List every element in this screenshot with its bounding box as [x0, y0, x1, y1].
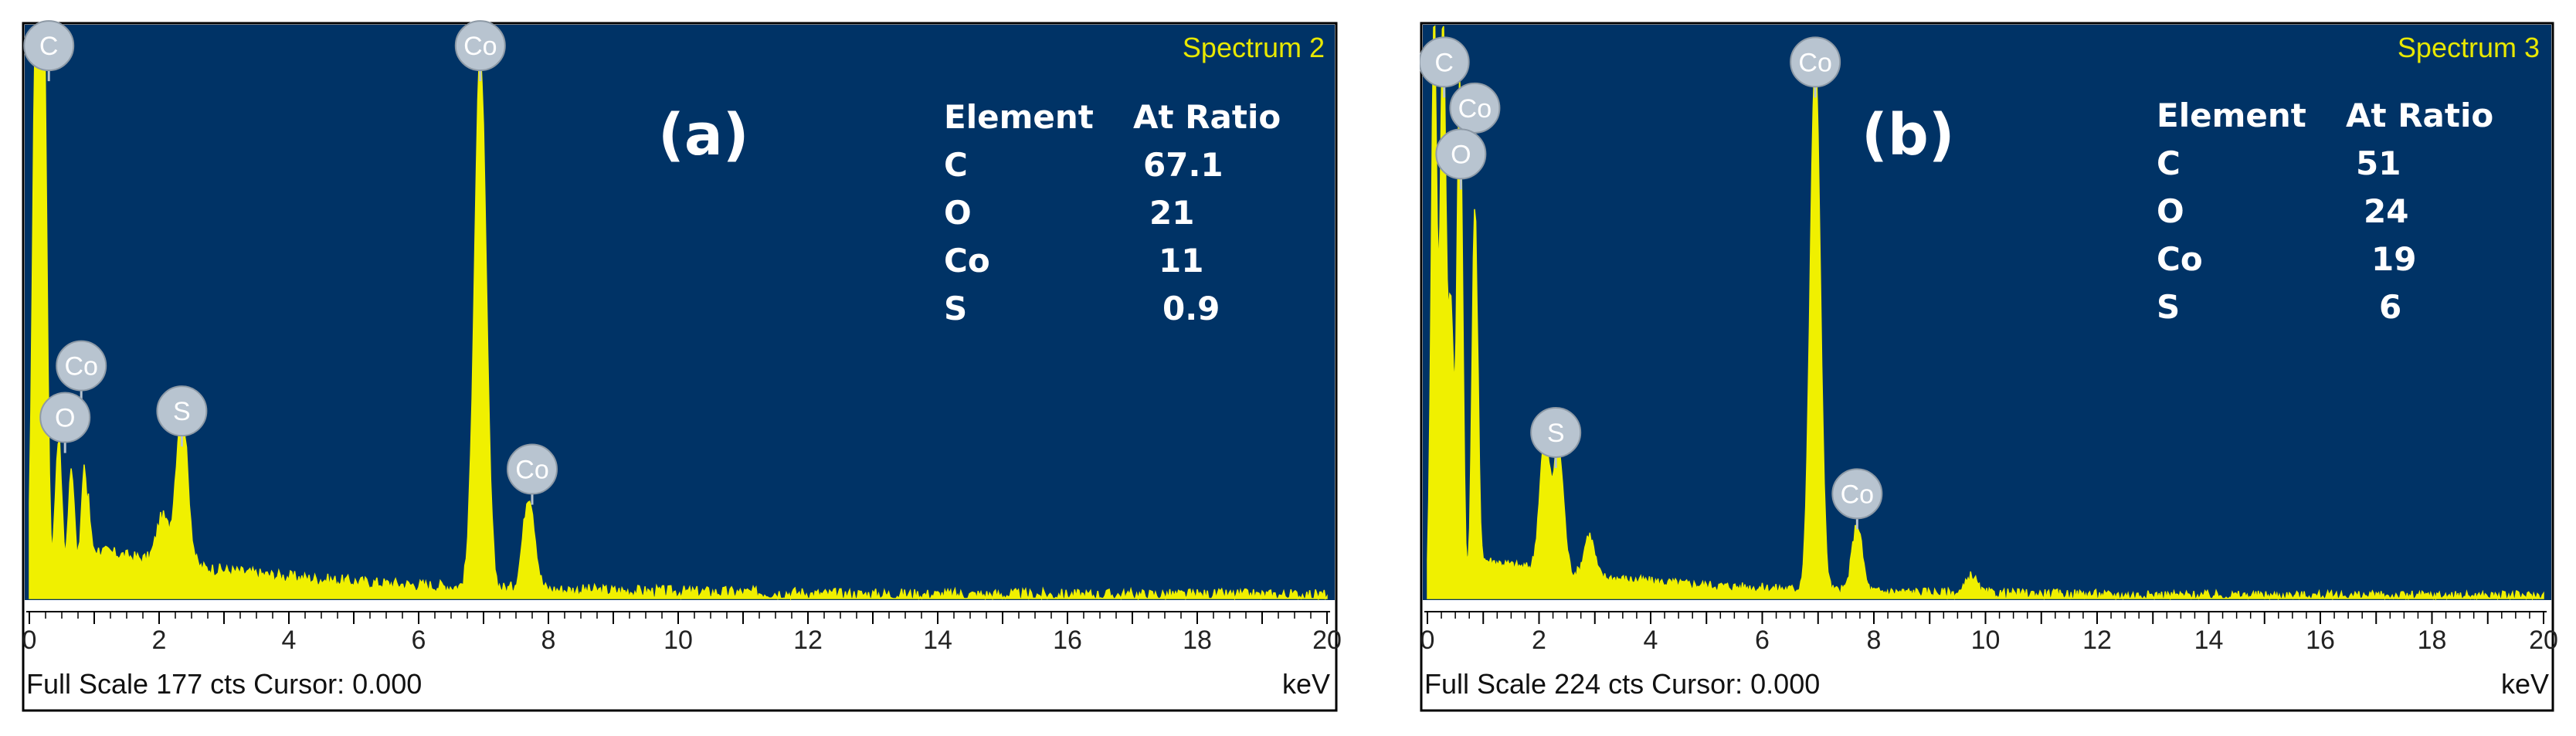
peak-markers: C Co O S Co Co [23, 20, 558, 505]
table-ratio: 19 [2371, 240, 2416, 278]
table-header-element: Element [944, 98, 1094, 136]
peak-label: Co [1458, 94, 1492, 124]
x-tick-label: 16 [2306, 626, 2335, 655]
x-tick-label: 12 [793, 626, 823, 655]
x-tick-label: 8 [541, 626, 556, 655]
spectrum-area [29, 25, 1328, 601]
table-element: Co [2157, 240, 2203, 278]
x-tick-label: 10 [664, 626, 693, 655]
table-element: S [2157, 288, 2180, 326]
table-ratio: 21 [1149, 194, 1194, 232]
peak-marker: Co [507, 443, 558, 505]
peak-marker: Co [56, 340, 107, 402]
table-ratio: 6 [2379, 288, 2401, 326]
table-element: C [944, 146, 968, 184]
peak-marker: S [1530, 406, 1582, 468]
peak-marker: Co [1790, 36, 1841, 98]
table-ratio: 0.9 [1162, 290, 1220, 327]
spectrum-area [1427, 25, 2544, 601]
element-table: Element At Ratio C 67.1 O 21 Co 11 S 0.9 [944, 98, 1281, 327]
peak-label: Co [64, 352, 97, 382]
x-axis: 0 2 4 6 8 10 12 14 16 18 20 [22, 611, 1342, 655]
x-axis: 0 2 4 6 8 10 12 14 16 18 20 [1420, 611, 2558, 655]
table-element: C [2157, 144, 2181, 182]
x-tick-label: 0 [1420, 626, 1435, 655]
table-element: O [944, 194, 972, 232]
panel-label: (b) [1862, 102, 1955, 168]
peak-marker: Co [454, 20, 506, 82]
x-tick-label: 20 [1312, 626, 1342, 655]
table-element: S [944, 290, 967, 327]
x-tick-label: 2 [152, 626, 167, 655]
peak-label: S [173, 397, 191, 426]
x-tick-label: 18 [2418, 626, 2447, 655]
spectrum-panel-a: C Co O S Co Co 0 2 4 6 8 10 12 14 16 18 20 Spectrum 2 (… [22, 20, 1342, 712]
table-element: Co [944, 242, 990, 280]
table-header-ratio: At Ratio [1133, 98, 1281, 136]
table-ratio: 51 [2356, 144, 2401, 182]
table-header-ratio: At Ratio [2346, 97, 2493, 134]
x-tick-label: 20 [2529, 626, 2558, 655]
x-tick-label: 14 [2194, 626, 2224, 655]
spectrum-label: Spectrum 3 [2398, 32, 2540, 63]
spectrum-chart-a: C Co O S Co Co 0 2 4 6 8 10 12 14 16 18 20 Spectrum 2 (… [22, 20, 1342, 712]
peak-marker: O [39, 392, 91, 453]
spectrum-trace [1427, 25, 2544, 601]
spectrum-panel-b: C Co O S Co Co 0 2 4 6 8 10 12 14 16 18 20 Spectrum 3 (… [1420, 0, 2576, 736]
x-tick-label: 6 [1755, 626, 1770, 655]
table-ratio: 11 [1159, 242, 1203, 280]
peak-label: C [1434, 48, 1454, 77]
x-tick-label: 12 [2082, 626, 2112, 655]
table-ratio: 67.1 [1143, 146, 1224, 184]
element-table: Element At Ratio C 51 O 24 Co 19 S 6 [2157, 97, 2493, 326]
peak-label: O [55, 404, 75, 433]
plot-background [25, 25, 1335, 600]
table-ratio: 24 [2364, 192, 2408, 230]
panel-label: (a) [658, 102, 749, 168]
peak-marker: S [156, 385, 208, 447]
plot-background [1423, 25, 2551, 600]
x-tick-label: 10 [1971, 626, 2001, 655]
x-tick-label: 6 [412, 626, 426, 655]
peak-label: Co [463, 32, 497, 61]
peak-label: O [1451, 140, 1471, 169]
table-element: O [2157, 192, 2184, 230]
x-axis-unit: keV [2501, 668, 2549, 700]
spectrum-label: Spectrum 2 [1183, 32, 1325, 63]
peak-marker: C [23, 20, 75, 82]
peak-marker: Co [1449, 82, 1501, 144]
x-tick-label: 18 [1183, 626, 1212, 655]
x-tick-label: 14 [923, 626, 952, 655]
peak-label: Co [1841, 480, 1874, 509]
peak-marker: C [1420, 36, 1470, 98]
footer-status: Full Scale 224 cts Cursor: 0.000 [1424, 668, 1820, 700]
peak-label: S [1547, 419, 1565, 448]
peak-label: C [39, 32, 59, 61]
peak-label: Co [1798, 48, 1831, 77]
x-tick-label: 2 [1532, 626, 1546, 655]
x-axis-unit: keV [1282, 668, 1330, 700]
x-tick-label: 0 [22, 626, 37, 655]
x-tick-label: 4 [1644, 626, 1658, 655]
peak-marker: Co [1831, 468, 1883, 530]
peak-label: Co [515, 456, 548, 485]
spectrum-trace [29, 25, 1328, 601]
footer-status: Full Scale 177 cts Cursor: 0.000 [26, 668, 422, 700]
peak-marker: O [1435, 128, 1487, 190]
x-tick-label: 8 [1867, 626, 1882, 655]
table-header-element: Element [2157, 97, 2306, 134]
x-tick-label: 4 [282, 626, 297, 655]
x-tick-label: 16 [1053, 626, 1082, 655]
